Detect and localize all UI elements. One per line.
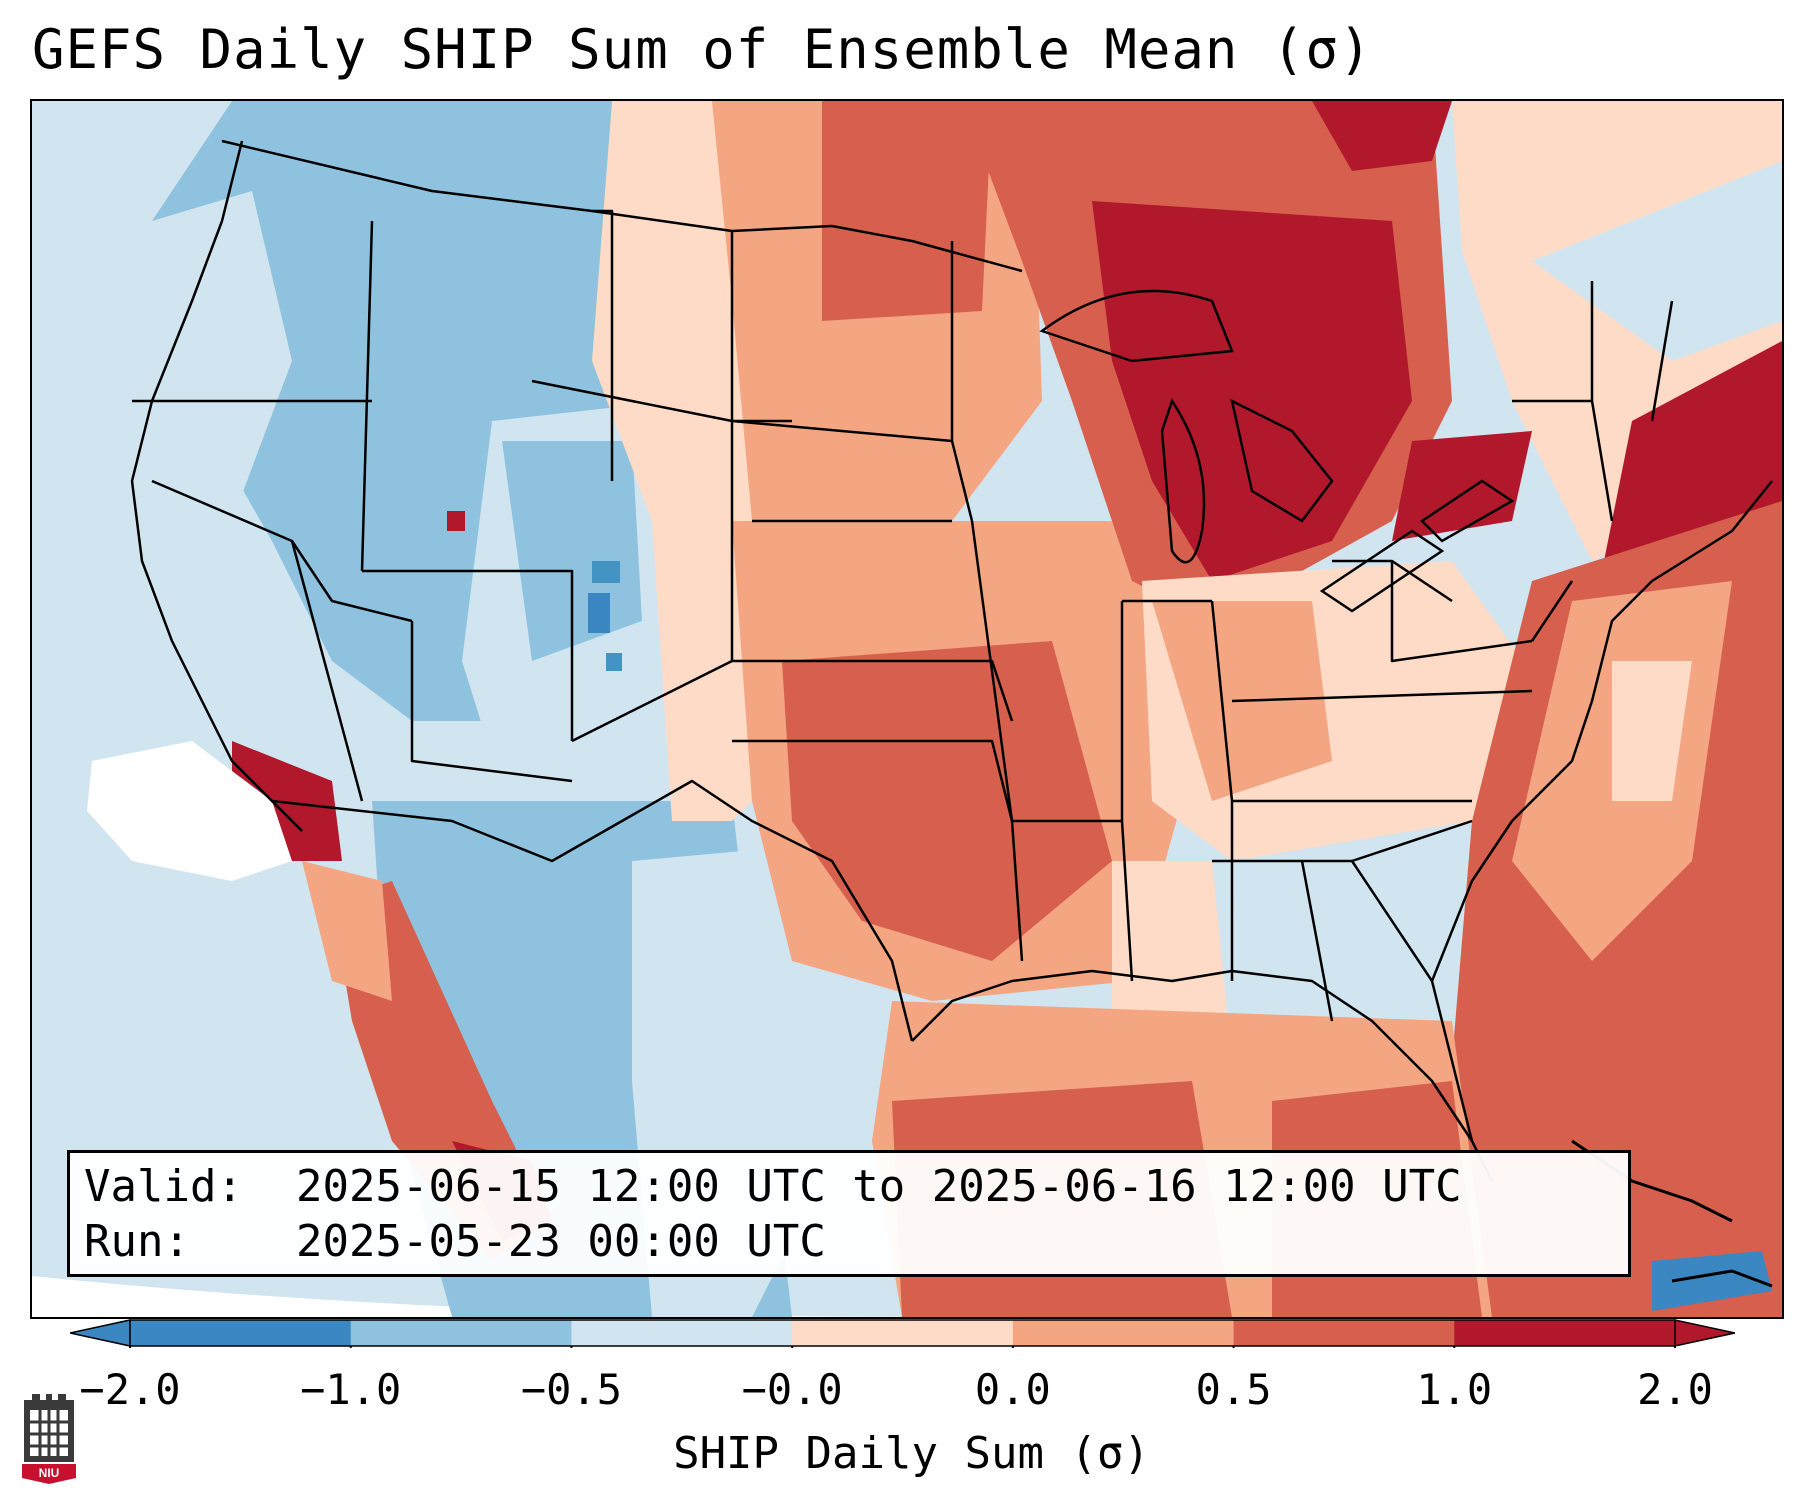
colorbar-tick-label: −0.0 (741, 1365, 843, 1414)
state-boundaries (130, 139, 1773, 1182)
colorbar-segment (1012, 1320, 1235, 1346)
colorbar (70, 1319, 1735, 1348)
colorbar-segment (571, 1320, 793, 1346)
logo-text: NIU (39, 1466, 60, 1480)
colorbar-segment (792, 1320, 1014, 1346)
outside-domain (32, 1276, 932, 1317)
colorbar-extend-min (70, 1319, 131, 1347)
colorbar-tick-label: −2.0 (79, 1365, 181, 1414)
colorbar-tick-label: −1.0 (300, 1365, 402, 1414)
run-value: 2025-05-23 00:00 UTC (296, 1216, 826, 1267)
map-canvas (32, 101, 1782, 1317)
colorbar-tick-label: 1.0 (1416, 1365, 1493, 1414)
colorbar-tick-label: 0.0 (974, 1365, 1051, 1414)
valid-value: 2025-06-15 12:00 UTC to 2025-06-16 12:00… (296, 1161, 1462, 1212)
valid-label: Valid: (84, 1161, 243, 1212)
colorbar-tick-label: 0.5 (1195, 1365, 1272, 1414)
colorbar-outline (129, 1319, 1676, 1347)
niu-logo: NIU (22, 1394, 76, 1484)
colorbar-tick-label: 2.0 (1637, 1365, 1713, 1414)
colorbar-label: SHIP Daily Sum (σ) (673, 1428, 1150, 1479)
colorbar-segment (1233, 1320, 1455, 1346)
run-label: Run: (84, 1216, 190, 1267)
colorbar-segment (1454, 1320, 1676, 1346)
map-panel (30, 99, 1784, 1319)
colorbar-extend-max (1674, 1319, 1735, 1347)
colorbar-segment (130, 1320, 352, 1346)
chart-title: GEFS Daily SHIP Sum of Ensemble Mean (σ) (32, 18, 1373, 81)
validity-info-box: Valid: 2025-06-15 12:00 UTC to 2025-06-16… (67, 1150, 1631, 1277)
colorbar-segment (350, 1320, 572, 1346)
colorbar-tick-label: −0.5 (520, 1365, 622, 1414)
great-lakes (1039, 289, 1515, 613)
